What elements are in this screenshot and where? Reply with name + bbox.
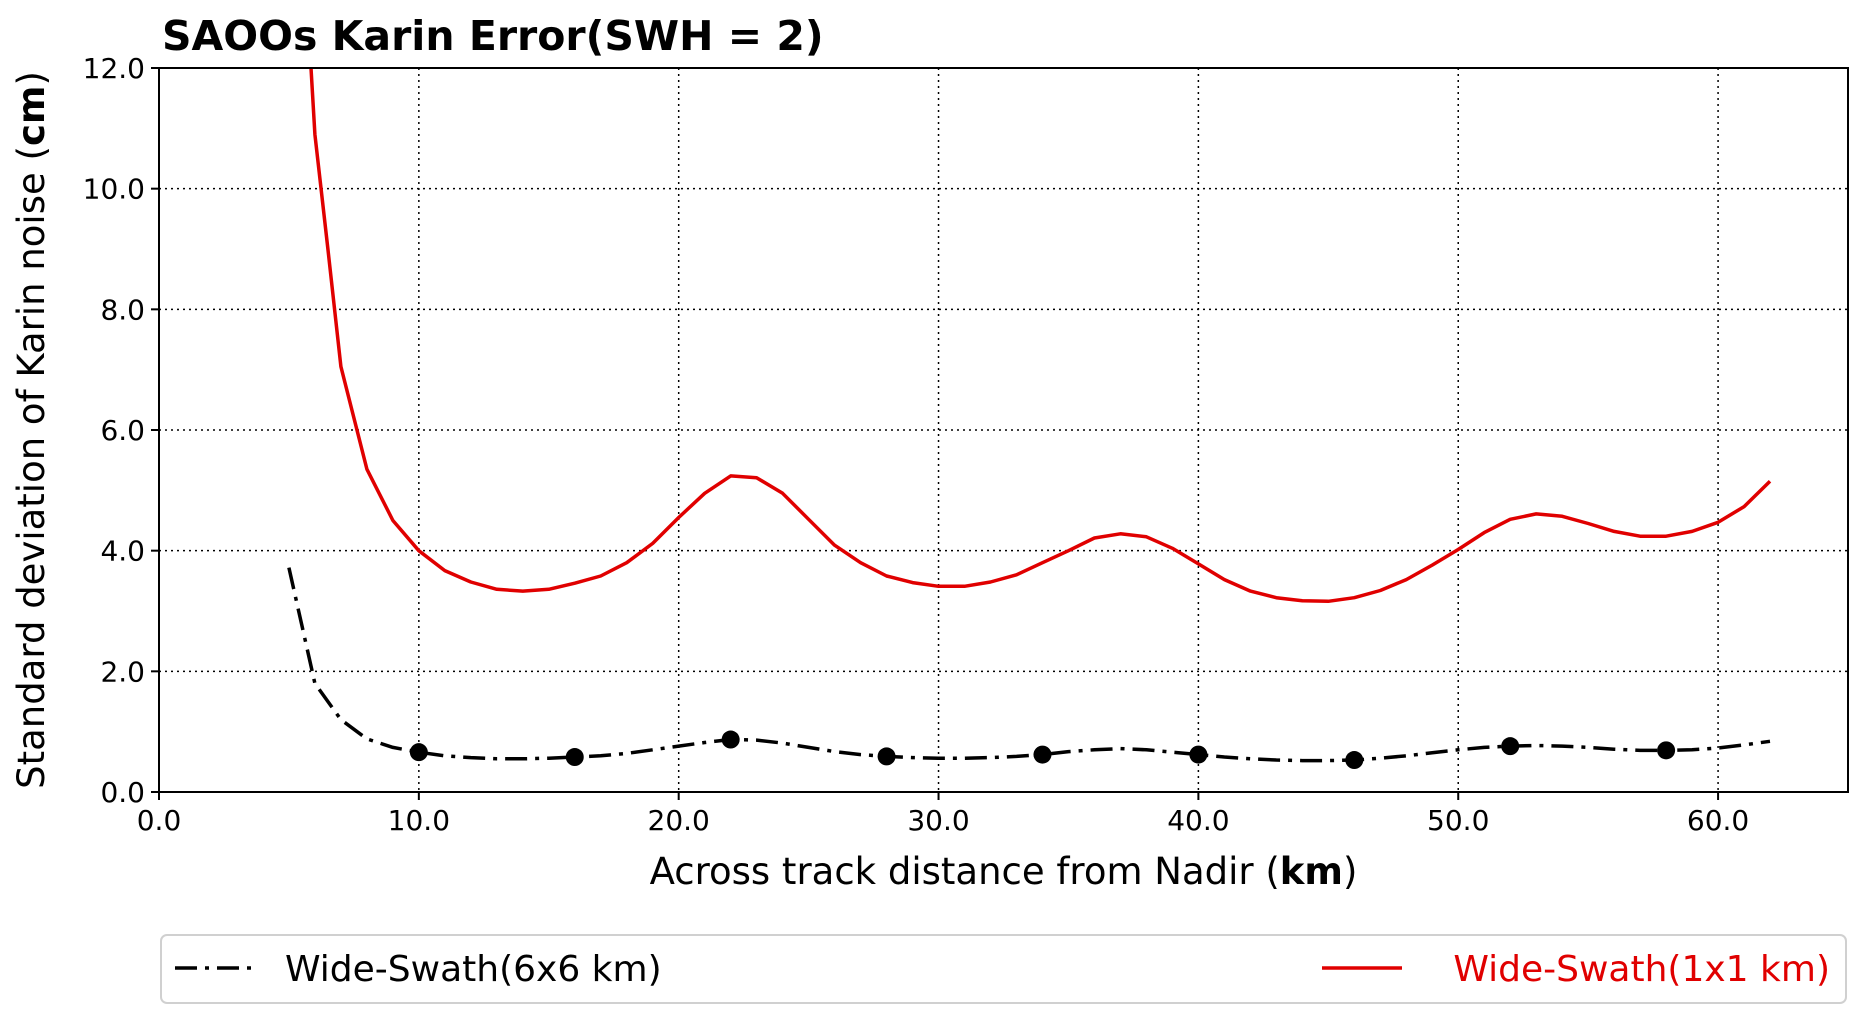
y-axis-label: Standard deviation of Karin noise (cm) xyxy=(10,71,53,789)
series-line-1 xyxy=(309,68,1772,604)
x-tick-label: 50.0 xyxy=(1427,804,1489,837)
series-line-0 xyxy=(287,567,1771,763)
chart-title: SAOOs Karin Error(SWH = 2) xyxy=(162,12,824,60)
y-tick-label: 0.0 xyxy=(100,776,145,809)
x-tick-label: 60.0 xyxy=(1687,804,1749,837)
x-axis-label: Across track distance from Nadir (km) xyxy=(650,850,1358,893)
x-tick-label: 20.0 xyxy=(648,804,710,837)
y-axis-label-prefix: Standard deviation of Karin noise ( xyxy=(10,146,53,789)
x-tick-label: 10.0 xyxy=(388,804,450,837)
legend-label-1x1: Wide-Swath(1x1 km) xyxy=(1453,949,1830,990)
x-axis-label-unit: km xyxy=(1280,850,1343,893)
x-tick-label: 40.0 xyxy=(1167,804,1229,837)
y-axis-label-suffix: ) xyxy=(10,71,53,85)
y-tick-label: 2.0 xyxy=(100,655,145,688)
x-tick-label: 0.0 xyxy=(137,804,182,837)
series-marker xyxy=(1501,737,1520,756)
series-marker xyxy=(565,748,584,767)
x-axis-label-prefix: Across track distance from Nadir ( xyxy=(650,850,1280,893)
y-tick-label: 4.0 xyxy=(100,535,145,568)
y-tick-label: 12.0 xyxy=(83,52,145,85)
y-tick-label: 6.0 xyxy=(100,414,145,447)
series-marker xyxy=(1033,745,1052,764)
series-marker xyxy=(721,730,740,749)
series-marker xyxy=(1189,745,1208,764)
y-axis-label-unit: cm xyxy=(10,86,53,147)
grid-lines xyxy=(159,68,1848,792)
series-marker xyxy=(1345,751,1364,770)
legend-box xyxy=(160,934,1847,1004)
series-marker xyxy=(877,747,896,766)
series-marker xyxy=(1657,741,1676,760)
y-tick-label: 8.0 xyxy=(100,293,145,326)
x-tick-label: 30.0 xyxy=(907,804,969,837)
series-marker xyxy=(409,743,428,762)
legend-label-6x6: Wide-Swath(6x6 km) xyxy=(285,949,662,990)
axis-ticks: 0.0 10.0 20.0 30.0 40.0 50.0 60.0 0.0 2.0 4.0 6.0 8… xyxy=(83,52,1750,837)
y-tick-label: 10.0 xyxy=(83,173,145,206)
x-axis-label-suffix: ) xyxy=(1343,850,1357,893)
legend: Wide-Swath(6x6 km) Wide-Swath(1x1 km) xyxy=(160,934,1847,1004)
plot-series xyxy=(287,68,1772,770)
